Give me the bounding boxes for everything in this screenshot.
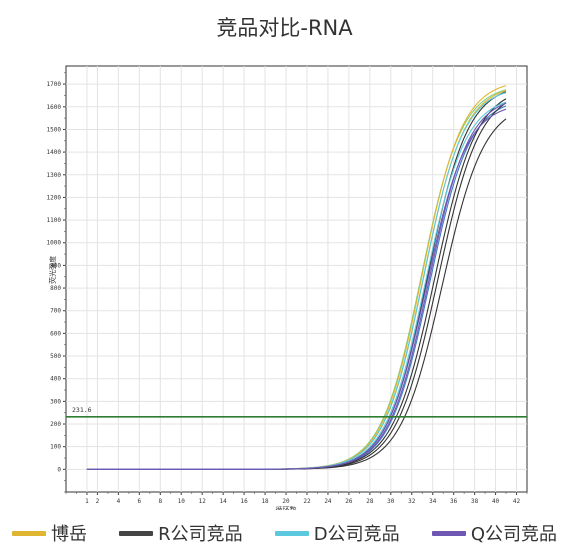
x-tick-label: 34 [429,498,437,505]
x-tick-label: 8 [158,498,162,505]
x-tick-label: 24 [324,498,332,505]
legend-swatch [274,530,309,536]
legend-label: R公司竞品 [158,524,243,545]
y-axis-label: 荧光强度 [48,256,57,284]
x-axis-label: 循环数 [276,505,297,510]
legend-label: D公司竞品 [313,524,400,545]
threshold-label: 231.6 [72,406,92,414]
x-tick-label: 2 [96,498,100,505]
x-tick-label: 36 [450,498,458,505]
x-tick-label: 20 [282,498,290,505]
x-tick-label: 14 [220,498,228,505]
legend: 博岳 R公司竞品 D公司竞品 Q公司竞品 [0,518,569,548]
y-tick-label: 1500 [47,126,62,133]
x-tick-label: 22 [303,498,311,505]
x-tick-label: 40 [492,498,500,505]
y-tick-label: 1300 [47,172,62,179]
y-tick-label: 400 [50,376,61,383]
y-tick-label: 300 [50,398,61,405]
chart-title: 竞品对比-RNA [216,16,353,40]
x-tick-label: 16 [240,498,248,505]
x-tick-label: 10 [178,498,186,505]
legend-label: 博岳 [51,524,87,545]
y-tick-label: 1600 [47,104,62,111]
legend-label: Q公司竞品 [470,524,557,545]
x-tick-label: 32 [408,498,416,505]
y-tick-label: 0 [57,466,61,473]
legend-item-r-company: R公司竞品 [119,520,243,546]
y-tick-label: 100 [50,444,61,451]
x-tick-label: 42 [513,498,521,505]
x-tick-label: 30 [387,498,395,505]
legend-item-q-company: Q公司竞品 [431,520,557,546]
y-tick-label: 900 [50,262,61,269]
legend-item-d-company: D公司竞品 [274,520,400,546]
x-tick-label: 12 [199,498,207,505]
y-tick-label: 500 [50,353,61,360]
x-tick-label: 6 [138,498,142,505]
x-tick-label: 18 [261,498,269,505]
legend-item-boyue: 博岳 [12,520,87,546]
y-tick-label: 1200 [47,194,62,201]
x-tick-label: 4 [117,498,121,505]
y-tick-label: 1700 [47,81,62,88]
y-tick-label: 700 [50,308,61,315]
x-tick-label: 38 [471,498,479,505]
y-tick-label: 1400 [47,149,62,156]
y-tick-label: 200 [50,421,61,428]
legend-swatch [12,530,46,536]
legend-swatch [119,530,154,536]
amplification-chart: 1 2 4 6 8 10 12 14 16 18 20 22 24 26 28 30 32 34 36 38 40 420… [47,65,528,510]
x-tick-label: 1 [85,498,89,505]
plot-area [65,65,528,493]
series-line [86,102,507,470]
x-tick-label: 28 [366,498,374,505]
y-tick-label: 600 [50,330,61,337]
x-tick-label: 26 [345,498,353,505]
y-tick-label: 800 [50,285,61,292]
legend-swatch [431,530,466,536]
y-tick-label: 1000 [47,240,62,247]
y-tick-label: 1100 [47,217,62,224]
